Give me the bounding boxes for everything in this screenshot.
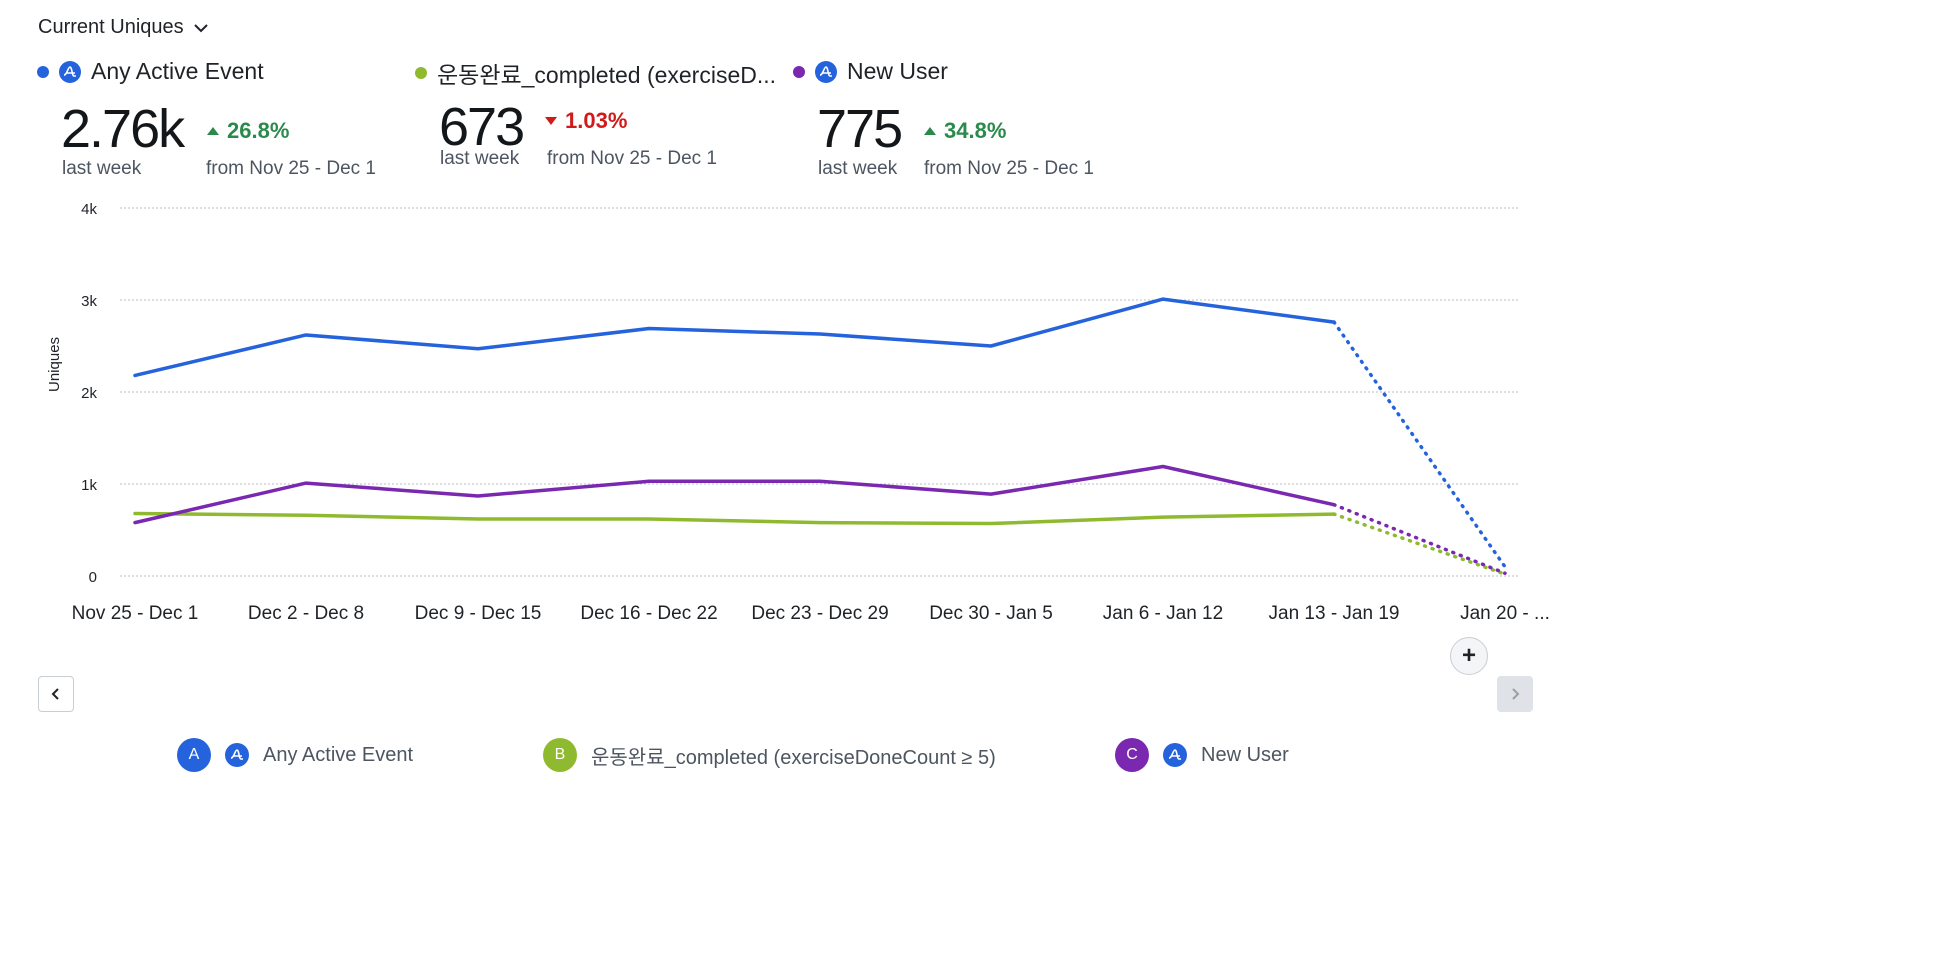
summary-delta: 26.8%	[207, 118, 289, 144]
summary-card-c[interactable]: New User 775 last week 34.8% from Nov 25…	[793, 58, 1094, 179]
summary-period: last week	[818, 158, 898, 179]
summary-from: from Nov 25 - Dec 1	[206, 158, 376, 179]
line-chart: 0 1k 2k 3k 4k Nov 25 - Dec 1 Dec 2 - Dec 8 Dec …	[72, 201, 1550, 624]
chevron-left-icon	[51, 688, 59, 700]
summary-period: last week	[62, 158, 142, 179]
summary-value: 673	[439, 97, 525, 157]
amplitude-logo-icon	[225, 743, 249, 767]
summary-delta-value: 26.8%	[227, 118, 290, 143]
legend-item-b[interactable]: B 운동완료_completed (exerciseDoneCount ≥ 5)	[543, 738, 996, 772]
summary-name: Any Active Event	[91, 58, 264, 84]
prev-page-button[interactable]	[38, 676, 74, 712]
chevron-right-icon	[1512, 688, 1520, 700]
summary-from: from Nov 25 - Dec 1	[547, 148, 717, 169]
y-tick-label: 4k	[81, 201, 97, 218]
summary-from: from Nov 25 - Dec 1	[924, 158, 1094, 179]
legend-letter-badge: C	[1115, 738, 1149, 772]
summary-delta-value: 34.8%	[944, 118, 1007, 143]
x-tick-label: Jan 13 - Jan 19	[1269, 603, 1400, 624]
legend-name: New User	[1201, 743, 1289, 766]
series-line	[133, 511, 1336, 526]
series-line-incomplete	[1332, 512, 1507, 576]
legend-item-c[interactable]: C New User	[1115, 738, 1289, 772]
summary-name: 운동완료_completed (exerciseD...	[437, 62, 777, 88]
summary-delta-value: 1.03%	[565, 108, 628, 133]
x-tick-label: Dec 9 - Dec 15	[415, 603, 542, 624]
summary-name: New User	[847, 58, 948, 84]
summary-delta: 34.8%	[924, 118, 1006, 144]
summary-value: 2.76k	[61, 99, 185, 159]
y-tick-label: 0	[89, 569, 97, 586]
chart-panel: Current Uniques Any Active Event 2.76k l…	[37, 16, 1550, 772]
amplitude-logo-icon	[1163, 743, 1187, 767]
x-tick-label: Jan 6 - Jan 12	[1103, 603, 1223, 624]
metric-selector-label: Current Uniques	[38, 16, 184, 38]
metric-selector[interactable]: Current Uniques	[38, 16, 210, 39]
series-dot	[415, 67, 427, 79]
arrow-up-icon	[207, 127, 219, 135]
x-tick-label: Dec 30 - Jan 5	[929, 603, 1053, 624]
series-line-incomplete	[1332, 320, 1507, 569]
y-tick-label: 2k	[81, 385, 97, 402]
series-line	[133, 464, 1336, 525]
summary-value: 775	[817, 99, 903, 159]
x-tick-label: Dec 16 - Dec 22	[580, 603, 717, 624]
series-dot	[37, 65, 49, 78]
legend-letter-badge: A	[177, 738, 211, 772]
plus-icon: +	[1461, 642, 1476, 669]
summary-card-a[interactable]: Any Active Event 2.76k last week 26.8% f…	[37, 58, 376, 179]
legend-name: Any Active Event	[263, 743, 414, 766]
x-tick-label: Dec 2 - Dec 8	[248, 603, 364, 624]
y-tick-label: 1k	[81, 477, 97, 494]
legend-name: 운동완료_completed (exerciseDoneCount ≥ 5)	[591, 746, 996, 769]
legend-item-a[interactable]: A Any Active Event	[177, 738, 413, 772]
legend-letter-badge: B	[543, 738, 577, 772]
chevron-down-icon	[193, 23, 208, 32]
x-tick-label: Nov 25 - Dec 1	[72, 603, 199, 624]
series-line	[133, 297, 1336, 378]
amplitude-logo-icon	[59, 60, 81, 83]
x-tick-label: Jan 20 - ...	[1460, 603, 1550, 624]
arrow-up-icon	[924, 127, 936, 135]
series-dot	[793, 65, 805, 78]
series-line-incomplete	[1332, 502, 1507, 575]
arrow-down-icon	[545, 117, 557, 125]
add-annotation-button[interactable]: +	[1450, 637, 1488, 675]
summary-delta: 1.03%	[545, 108, 627, 134]
amplitude-logo-icon	[815, 60, 837, 83]
summary-period: last week	[440, 148, 520, 169]
next-page-button[interactable]	[1497, 676, 1533, 712]
x-tick-label: Dec 23 - Dec 29	[751, 603, 888, 624]
summary-card-b[interactable]: 운동완료_completed (exerciseD... 673 last we…	[415, 56, 777, 169]
y-tick-label: 3k	[81, 293, 97, 310]
